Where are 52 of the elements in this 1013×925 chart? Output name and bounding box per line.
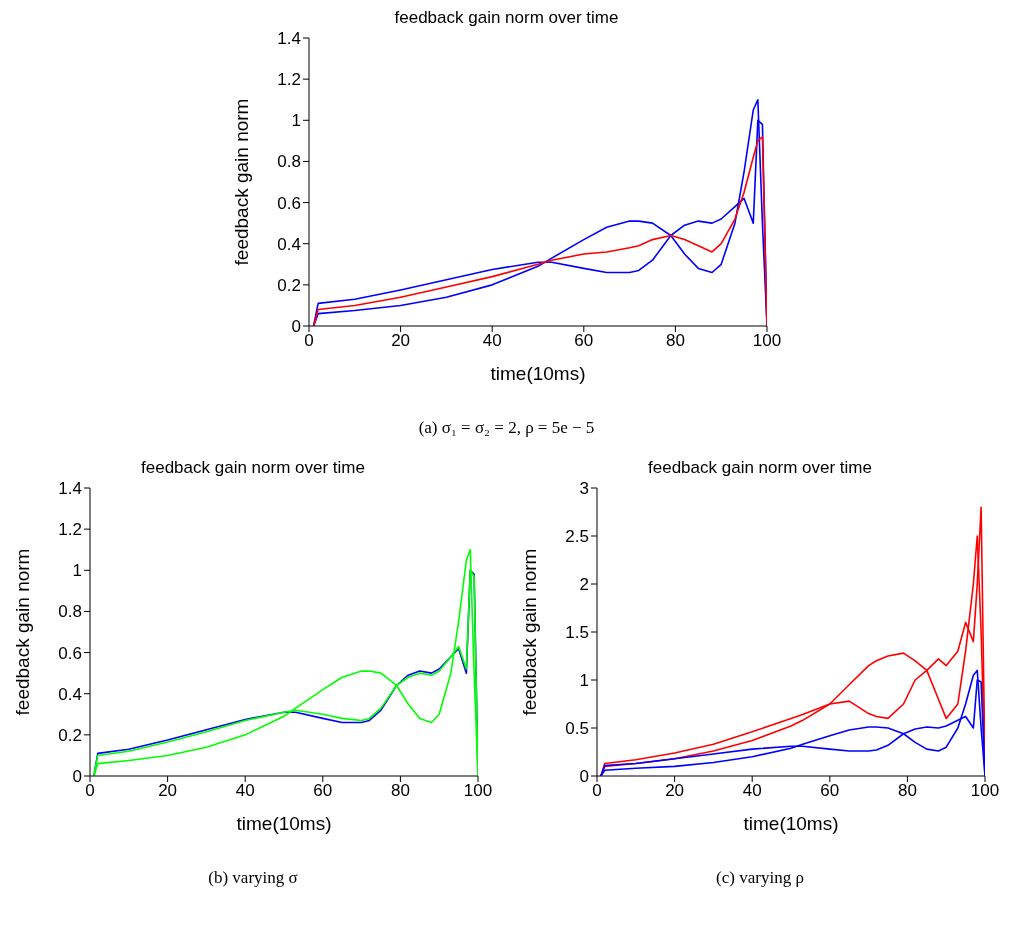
- y-axis-title: feedback gain norm: [230, 98, 252, 266]
- y-axis-title: feedback gain norm: [11, 548, 33, 716]
- x-tick-label: 20: [665, 781, 685, 801]
- y-tick-label: 2: [579, 575, 589, 595]
- y-axis-title: feedback gain norm: [518, 548, 540, 716]
- text: (c) varying ρ: [715, 868, 805, 888]
- chart-title: feedback gain norm over time: [140, 458, 366, 479]
- x-tick-label: 40: [742, 781, 762, 801]
- x-axis-title: time(10ms): [743, 813, 839, 834]
- x-tick-label: 0: [85, 781, 95, 801]
- y-tick-label: 1.4: [58, 479, 82, 499]
- x-tick-label: 60: [820, 781, 840, 801]
- x-tick-label: 60: [313, 781, 333, 801]
- x-tick-label: 80: [897, 781, 917, 801]
- y-tick-label: 1: [579, 671, 589, 691]
- x-axis-title: time(10ms): [236, 813, 332, 834]
- y-tick-label: 1: [291, 111, 301, 131]
- y-tick-label: 0.6: [276, 193, 301, 213]
- y-tick-label: 3: [579, 479, 589, 499]
- chart-title: feedback gain norm over time: [647, 458, 873, 479]
- chart-title: feedback gain norm over time: [393, 8, 620, 29]
- x-tick-label: 80: [665, 331, 685, 351]
- x-tick-label: 40: [235, 781, 255, 801]
- y-tick-label: 0.8: [58, 602, 82, 622]
- y-tick-label: 0.4: [58, 684, 82, 704]
- x-tick-label: 20: [390, 331, 410, 351]
- x-tick-label: 80: [390, 781, 410, 801]
- y-tick-label: 0.8: [276, 152, 301, 172]
- y-tick-label: 1.2: [276, 70, 301, 90]
- x-tick-label: 0: [592, 781, 602, 801]
- x-axis-title: time(10ms): [489, 363, 586, 384]
- x-tick-label: 100: [752, 331, 781, 351]
- y-tick-label: 0.6: [58, 643, 82, 663]
- x-tick-label: 20: [158, 781, 178, 801]
- y-tick-label: 0: [291, 317, 301, 337]
- y-tick-label: 2.5: [565, 527, 589, 547]
- text: (b) varying σ: [207, 868, 299, 888]
- y-tick-label: 0: [72, 767, 82, 787]
- x-tick-label: 100: [463, 781, 493, 801]
- y-tick-label: 0.5: [565, 719, 589, 739]
- y-tick-label: 0.4: [276, 234, 301, 254]
- x-tick-label: 60: [573, 331, 593, 351]
- y-tick-label: 1: [72, 561, 82, 581]
- y-tick-label: 0.2: [276, 275, 301, 295]
- y-tick-label: 1.5: [565, 623, 589, 643]
- y-tick-label: 0.2: [58, 725, 82, 745]
- text: (a) σ₁ = σ₂ = 2, ρ = 5e − 5: [417, 418, 596, 438]
- x-tick-label: 40: [482, 331, 502, 351]
- x-tick-label: 100: [970, 781, 1000, 801]
- y-tick-label: 1.2: [58, 520, 82, 540]
- y-tick-label: 1.4: [276, 29, 301, 49]
- y-tick-label: 0: [579, 767, 589, 787]
